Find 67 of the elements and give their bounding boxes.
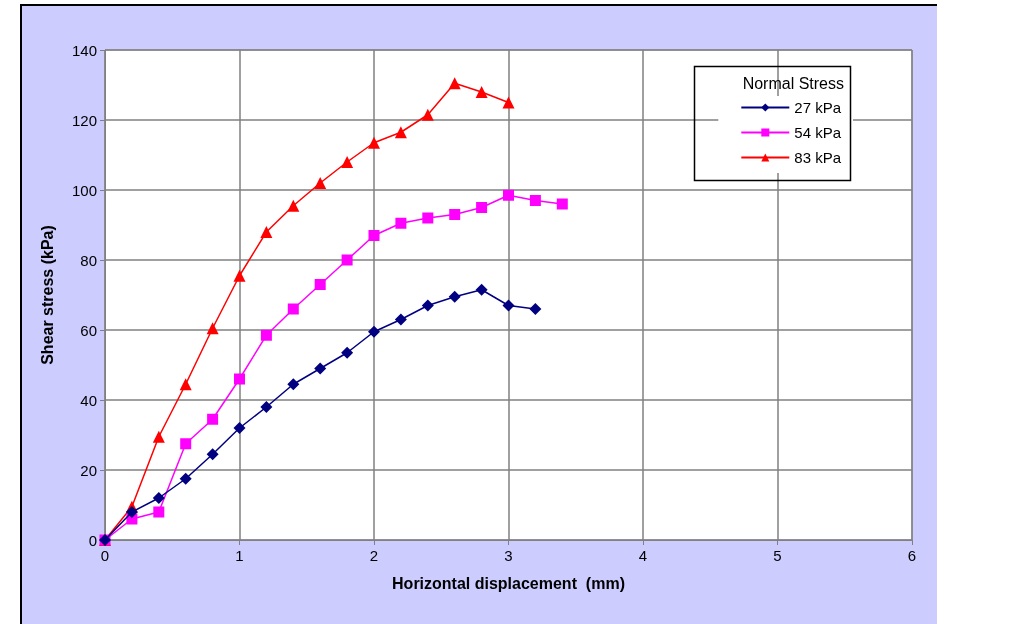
point — [314, 362, 327, 375]
point — [153, 506, 165, 518]
y-tick-label: 80 — [80, 251, 97, 269]
point — [179, 378, 192, 391]
point — [152, 430, 165, 443]
point — [260, 401, 273, 413]
point — [233, 269, 246, 282]
point — [233, 422, 246, 434]
point — [368, 136, 380, 149]
point — [207, 413, 219, 425]
x-tick-label: 2 — [369, 547, 379, 564]
legend-title: Normal Stress — [742, 74, 845, 92]
point — [180, 438, 192, 450]
point — [125, 506, 138, 518]
point — [341, 156, 354, 168]
point — [394, 126, 407, 139]
point — [314, 279, 326, 290]
point — [179, 472, 192, 485]
y-tick-label: 120 — [71, 111, 97, 129]
point — [502, 299, 515, 312]
point — [260, 329, 272, 341]
y-tick-label: 20 — [80, 461, 97, 479]
x-tick-label: 6 — [907, 547, 917, 564]
point — [314, 177, 327, 189]
point — [502, 96, 515, 109]
point — [448, 77, 461, 90]
point — [341, 254, 353, 266]
legend-label: 83 kPa — [794, 149, 842, 166]
y-tick-label: 40 — [80, 391, 97, 409]
x-tick-label: 4 — [638, 547, 648, 564]
point — [287, 378, 300, 391]
legend-label: 54 kPa — [794, 124, 842, 141]
point — [234, 373, 245, 385]
point — [448, 290, 461, 303]
point — [421, 108, 434, 121]
point — [529, 303, 542, 315]
point — [503, 189, 514, 201]
point — [529, 195, 541, 206]
x-tick-label: 5 — [773, 547, 782, 564]
point — [287, 199, 300, 212]
point — [260, 226, 273, 238]
y-tick-label: 100 — [71, 181, 97, 199]
point — [368, 230, 380, 241]
y-tick-label: 0 — [88, 531, 97, 549]
point — [152, 492, 165, 504]
x-tick-label: 0 — [100, 547, 110, 564]
y-tick-label: 140 — [71, 41, 97, 59]
x-tick-label: 3 — [504, 547, 513, 564]
point — [449, 209, 461, 220]
x-tick-label: 1 — [235, 547, 244, 564]
point — [341, 346, 354, 359]
y-axis-title: Shear stress (kPa) — [38, 225, 56, 365]
point — [394, 313, 407, 326]
point — [556, 198, 568, 210]
point — [421, 299, 434, 312]
point — [206, 322, 219, 335]
point — [206, 448, 219, 461]
point — [475, 283, 488, 296]
point — [395, 217, 407, 229]
y-tick-label: 60 — [80, 321, 97, 339]
point — [422, 212, 434, 224]
x-axis-title: Horizontal displacement (mm) — [392, 574, 625, 592]
point — [476, 202, 488, 213]
point — [475, 86, 488, 98]
point — [368, 325, 380, 338]
point — [287, 303, 299, 315]
legend-label: 27 kPa — [794, 99, 842, 116]
